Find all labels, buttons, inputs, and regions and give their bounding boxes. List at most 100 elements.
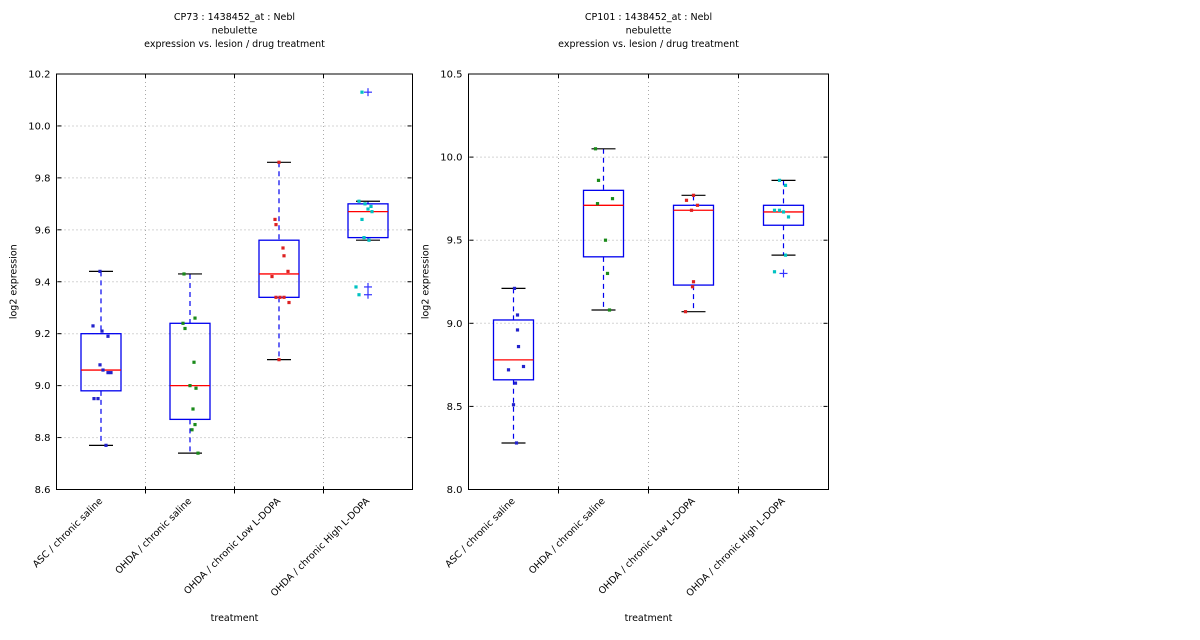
data-point (278, 295, 282, 299)
data-point (277, 358, 281, 362)
box-rect (672, 204, 715, 286)
data-point (367, 238, 371, 242)
box-rect (762, 204, 805, 226)
data-point (181, 321, 185, 325)
data-point (96, 397, 100, 401)
data-point (357, 199, 361, 203)
data-point (777, 208, 782, 212)
data-point (691, 280, 696, 284)
y-tick-label: 9.0 (447, 319, 463, 330)
box-rect (80, 333, 122, 392)
chart-title-line: CP73 : 1438452_at : Nebl (174, 12, 295, 23)
chart-title-line: nebulette (626, 26, 672, 37)
data-point (786, 215, 791, 219)
y-tick-label: 9.4 (35, 277, 51, 288)
data-point (192, 360, 196, 364)
box-rect (169, 322, 211, 421)
data-point (593, 147, 598, 151)
y-tick-label: 8.6 (35, 485, 51, 496)
x-category-label: OHDA / chronic saline (113, 496, 194, 577)
data-point (360, 217, 364, 222)
data-point (595, 202, 600, 206)
y-tick-label: 10.5 (440, 70, 462, 81)
chart-title-line: CP101 : 1438452_at : Nebl (585, 12, 712, 23)
box-rect (492, 319, 535, 381)
axis-title-x: treatment (211, 613, 259, 624)
data-point (783, 183, 788, 187)
data-point (106, 371, 110, 375)
data-point (515, 328, 520, 332)
data-point (695, 203, 700, 207)
y-tick-label: 9.0 (35, 381, 51, 392)
x-category-label: ASC / chronic saline (443, 496, 517, 570)
data-point (193, 316, 197, 320)
data-point (603, 238, 608, 242)
data-point (366, 207, 370, 211)
box-rect (582, 189, 625, 258)
plot-1: 8.6 8.8 9.0 9.2 9.4 9.6 9.8 10.0 10.2 ASC / chron… (9, 12, 413, 624)
plot-frame (56, 73, 413, 490)
x-category-label: ASC / chronic saline (31, 496, 105, 570)
x-category-label: OHDA / chronic Low L-DOPA (597, 495, 698, 596)
y-tick-label: 10.0 (440, 153, 462, 164)
data-point (369, 204, 373, 209)
data-point (196, 451, 200, 455)
data-point (354, 285, 358, 289)
y-tick-label: 9.5 (447, 236, 463, 247)
data-point (772, 208, 777, 212)
data-point (190, 428, 194, 432)
data-point (277, 160, 281, 164)
axis-title-y: log2 expression (421, 244, 432, 319)
y-tick-label: 8.8 (35, 433, 51, 444)
data-point (98, 363, 102, 367)
data-point (101, 368, 105, 372)
data-point (362, 236, 366, 240)
data-point (370, 210, 374, 214)
data-point (183, 326, 187, 331)
x-category-label: OHDA / chronic Low L-DOPA (182, 495, 283, 596)
data-point (689, 208, 694, 212)
data-point (607, 308, 612, 312)
y-tick-label: 9.8 (35, 173, 51, 184)
data-point (357, 293, 361, 297)
data-point (91, 324, 95, 328)
data-point (777, 178, 782, 182)
data-point (274, 295, 278, 299)
data-point (282, 254, 286, 258)
data-point (515, 313, 520, 317)
plot-frame (468, 73, 829, 490)
axis-title-x: treatment (625, 613, 673, 624)
data-point (783, 253, 788, 257)
y-tick-label: 8.5 (447, 402, 463, 413)
data-point (514, 441, 519, 445)
plot-2: 8.0 8.5 9.0 9.5 10.0 10.5 ASC / chronic saline… (421, 12, 829, 624)
data-point (193, 422, 197, 427)
data-point (106, 334, 110, 338)
data-point (513, 381, 518, 385)
y-tick-label: 10.0 (28, 121, 50, 132)
data-point (360, 90, 364, 94)
data-point (781, 210, 786, 214)
data-point (281, 246, 285, 250)
data-point (512, 286, 517, 290)
chart-title-line: nebulette (212, 26, 258, 37)
data-point (683, 310, 688, 314)
data-point (287, 300, 291, 305)
data-point (684, 198, 689, 202)
data-point (191, 407, 195, 411)
x-category-label: OHDA / chronic High L-DOPA (269, 495, 373, 599)
data-point (270, 274, 274, 279)
data-point (605, 271, 610, 276)
data-point (691, 193, 696, 197)
y-tick-label: 9.2 (35, 329, 51, 340)
y-tick-label: 9.6 (35, 225, 51, 236)
box-rect (347, 203, 389, 239)
axis-title-y: log2 expression (9, 244, 20, 319)
x-category-label: OHDA / chronic High L-DOPA (684, 495, 788, 599)
data-point (109, 371, 113, 375)
data-point (596, 178, 601, 182)
data-point (98, 269, 102, 273)
data-point (188, 384, 192, 388)
data-point (286, 269, 290, 273)
